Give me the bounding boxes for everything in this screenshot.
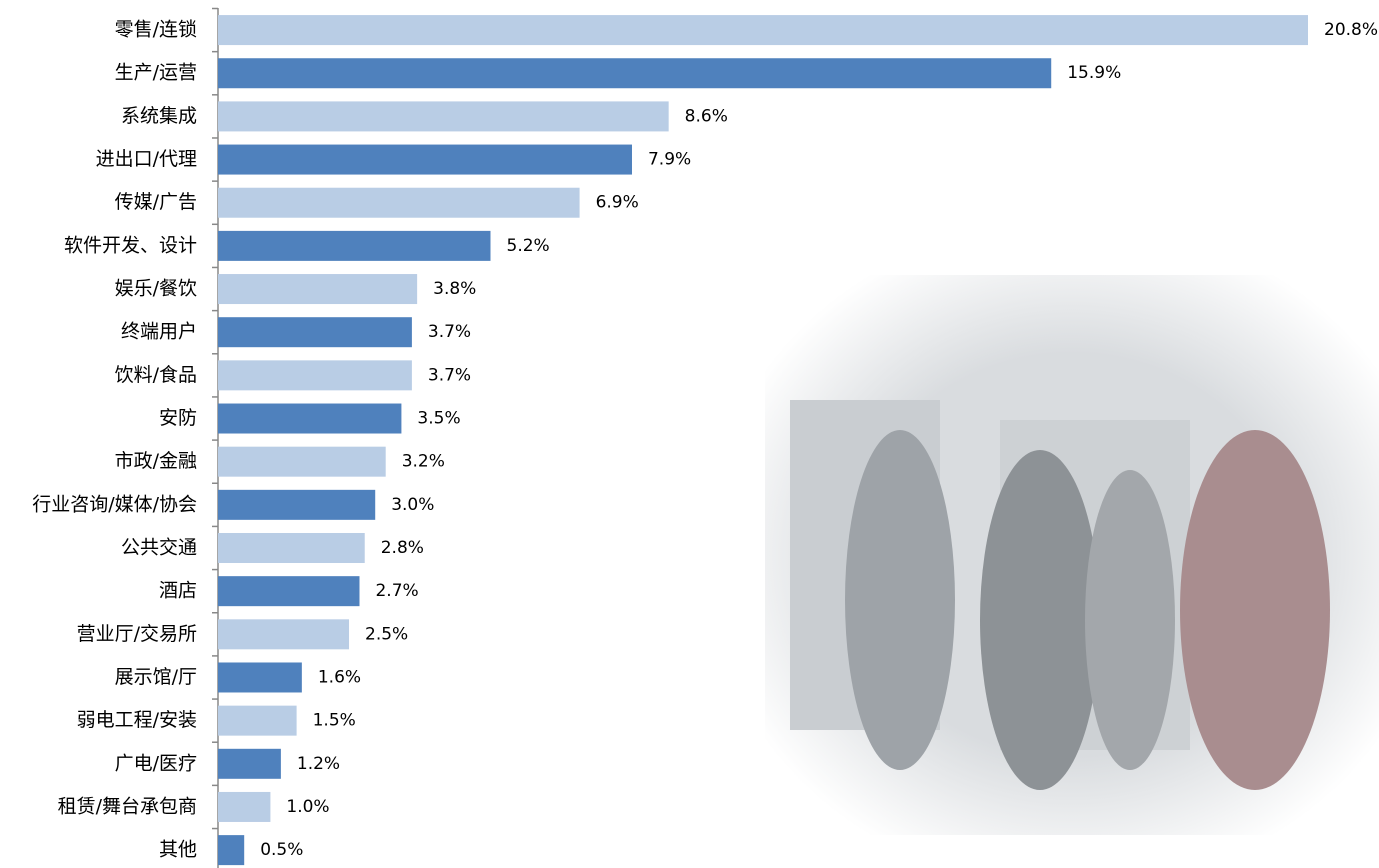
value-label: 20.8%	[1324, 20, 1378, 40]
value-label: 2.5%	[365, 624, 408, 644]
bar	[218, 705, 297, 736]
bar	[218, 317, 412, 348]
photo-person	[1085, 470, 1175, 770]
bar	[218, 748, 281, 779]
value-label: 3.7%	[428, 365, 471, 385]
category-label: 公共交通	[121, 537, 197, 559]
bar	[218, 230, 491, 261]
category-label: 终端用户	[121, 321, 197, 343]
value-label: 3.5%	[417, 409, 460, 429]
category-label: 市政/金融	[115, 450, 197, 472]
value-label: 2.7%	[375, 581, 418, 601]
category-label: 传媒/广告	[115, 191, 197, 213]
bar	[218, 533, 365, 563]
bar	[218, 274, 418, 305]
value-label: 1.2%	[297, 754, 340, 774]
value-label: 3.2%	[402, 452, 445, 472]
bar	[218, 791, 271, 822]
value-label: 5.2%	[507, 236, 550, 256]
value-label: 1.6%	[318, 667, 361, 687]
bar	[218, 489, 376, 520]
value-label: 3.7%	[428, 322, 471, 342]
bar	[218, 619, 350, 650]
category-label: 饮料/食品	[115, 364, 197, 386]
category-label: 弱电工程/安装	[77, 709, 197, 731]
value-label: 3.8%	[433, 279, 476, 299]
value-label: 6.9%	[596, 193, 639, 213]
category-label: 零售/连锁	[115, 19, 197, 41]
bar	[218, 446, 386, 477]
value-label: 0.5%	[260, 840, 303, 860]
category-label: 行业咨询/媒体/协会	[32, 493, 197, 515]
category-label: 进出口/代理	[96, 148, 197, 170]
bar	[218, 187, 580, 218]
category-label: 软件开发、设计	[64, 234, 197, 256]
category-label: 广电/医疗	[115, 752, 197, 774]
bar	[218, 360, 412, 391]
value-label: 2.8%	[381, 538, 424, 558]
category-label: 娱乐/餐饮	[115, 278, 197, 300]
bar	[218, 101, 669, 132]
photo-person	[1180, 430, 1330, 790]
photo-person	[845, 430, 955, 770]
photo-person	[980, 450, 1100, 790]
value-label: 7.9%	[648, 150, 691, 170]
category-label: 营业厅/交易所	[77, 623, 197, 645]
bar	[218, 576, 360, 607]
bar	[218, 15, 1308, 46]
value-label: 15.9%	[1067, 63, 1121, 83]
category-label: 酒店	[159, 580, 197, 602]
bar	[218, 835, 245, 866]
category-label: 安防	[159, 407, 197, 429]
category-label: 租赁/舞台承包商	[58, 795, 197, 817]
photo	[765, 275, 1379, 835]
category-label: 展示馆/厅	[115, 666, 197, 688]
value-label: 3.0%	[391, 495, 434, 515]
category-label: 系统集成	[121, 105, 197, 127]
bar	[218, 403, 402, 434]
bar	[218, 58, 1052, 89]
bar	[218, 144, 632, 175]
value-label: 1.5%	[313, 711, 356, 731]
bar	[218, 662, 302, 693]
value-label: 8.6%	[685, 106, 728, 126]
category-label: 其他	[159, 839, 197, 861]
category-label: 生产/运营	[115, 62, 197, 84]
value-label: 1.0%	[286, 797, 329, 817]
